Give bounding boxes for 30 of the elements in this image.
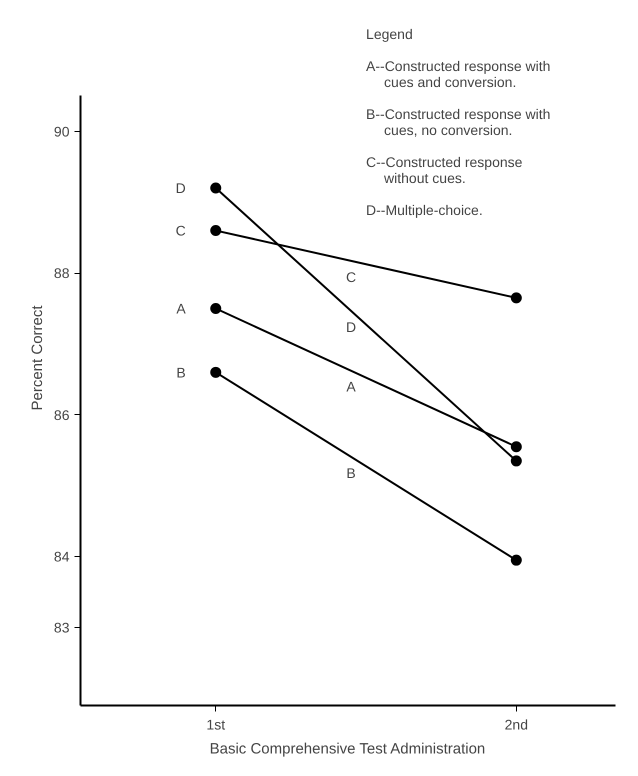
annotation: B--Constructed response with cues, no conversion.	[366, 106, 550, 138]
series-label: D	[346, 318, 356, 335]
text: B	[176, 364, 186, 380]
y-tick-label: 84	[54, 548, 70, 565]
point	[510, 441, 522, 452]
y-tick-label: 86	[54, 406, 70, 423]
series-label: A	[346, 378, 356, 395]
annotation: D--Multiple-choice.	[366, 202, 483, 218]
annotation: C--Constructed response without cues.	[366, 154, 523, 186]
series-label: B	[346, 464, 356, 481]
x-tick-label: 2nd	[504, 716, 528, 732]
text: A--Constructed response with cues and conversion.	[366, 58, 550, 90]
point	[210, 303, 222, 314]
x-axis-title: Basic Comprehensive Test Administration	[210, 740, 486, 758]
point	[210, 225, 222, 236]
series-label: C	[346, 268, 356, 285]
point	[510, 292, 522, 304]
text: A	[176, 300, 186, 317]
text: D	[176, 180, 186, 196]
y-tick-label: 88	[54, 265, 70, 282]
legend-title: Legend	[366, 26, 413, 42]
point	[210, 366, 222, 378]
text: C	[176, 222, 186, 239]
y-axis-title: Percent Correct	[28, 304, 46, 411]
point	[510, 554, 522, 566]
x-tick-label: 1st	[206, 716, 226, 732]
point	[510, 455, 522, 466]
y-tick-label: 83	[54, 620, 70, 636]
point	[210, 182, 222, 194]
y-tick-label: 90	[54, 123, 70, 140]
